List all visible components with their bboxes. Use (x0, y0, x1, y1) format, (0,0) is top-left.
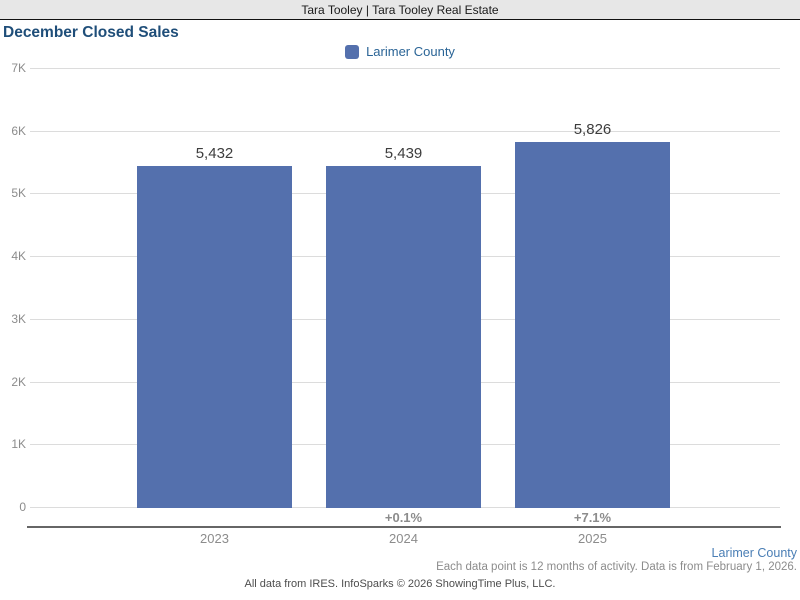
y-axis-tick-7K: 7K (11, 61, 26, 75)
bar-2023[interactable] (137, 166, 292, 508)
x-axis-tick-2023: 2023 (200, 531, 229, 546)
y-axis-tick-4K: 4K (11, 249, 26, 264)
gridline-6K (30, 130, 780, 132)
footer-note: All data from IRES. InfoSparks © 2026 Sh… (244, 578, 556, 590)
bar-value-2025: 5,826 (573, 120, 612, 138)
legend-swatch-icon (345, 44, 360, 59)
x-axis-tick-2025: 2025 (578, 531, 607, 546)
y-axis-tick-2K: 2K (11, 374, 26, 389)
y-axis-tick-1K: 1K (11, 437, 26, 452)
top-banner: Tara Tooley | Tara Tooley Real Estate (0, 0, 800, 20)
pct-change-2024: +0.1% (384, 510, 423, 525)
data-note: Each data point is 12 months of activity… (436, 561, 797, 573)
legend-label: Larimer County (366, 44, 455, 59)
y-axis-tick-6K: 6K (11, 123, 26, 138)
banner-text: Tara Tooley | Tara Tooley Real Estate (301, 2, 499, 17)
bar-2025[interactable] (515, 141, 670, 508)
y-axis-tick-3K: 3K (11, 311, 26, 326)
legend[interactable]: Larimer County (0, 44, 800, 59)
bar-value-2023: 5,432 (195, 145, 234, 163)
pct-change-2025: +7.1% (573, 510, 612, 525)
bar-2024[interactable] (326, 165, 481, 508)
x-axis-line (27, 526, 781, 528)
y-axis-tick-0: 0 (19, 500, 26, 514)
x-axis-tick-2024: 2024 (389, 531, 418, 546)
gridline-7K (30, 68, 780, 69)
series-note: Larimer County (711, 546, 797, 560)
y-axis-tick-5K: 5K (11, 186, 26, 201)
bar-value-2024: 5,439 (384, 144, 423, 162)
chart-title: December Closed Sales (3, 24, 179, 41)
